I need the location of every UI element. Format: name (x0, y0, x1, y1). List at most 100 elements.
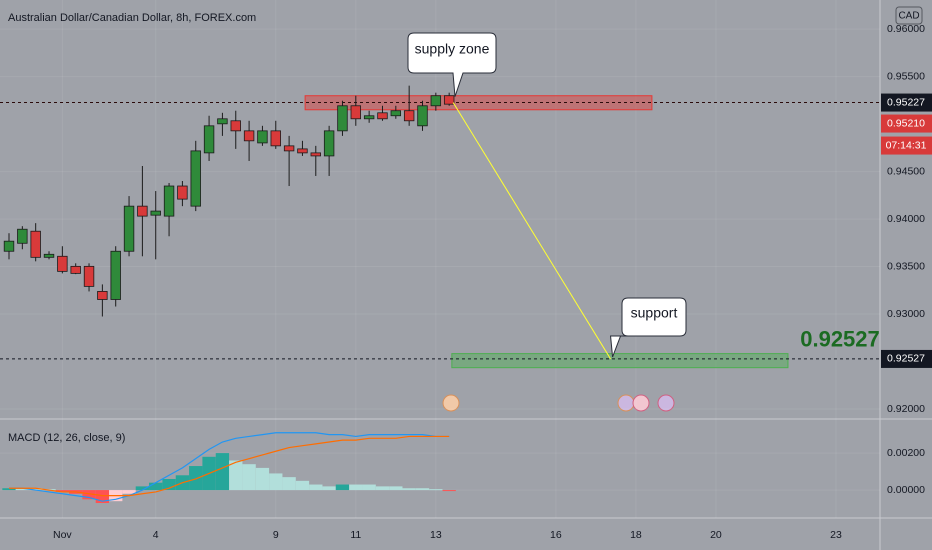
zone (304, 95, 653, 111)
y-tick-label: 0.94500 (887, 165, 925, 177)
histogram-bar (162, 478, 176, 491)
candle-body (217, 118, 228, 125)
histogram-bar (335, 484, 350, 491)
y-tick-label: 0.96000 (887, 23, 925, 35)
x-tick-label: 4 (153, 529, 159, 541)
histogram-bar (255, 467, 270, 491)
candle-body (350, 105, 362, 120)
candle-body (70, 265, 81, 274)
histogram-bar (15, 488, 30, 491)
event-icon[interactable] (442, 394, 460, 412)
zone (451, 353, 789, 369)
y-tick-label: 0.00000 (887, 484, 925, 496)
histogram-bar (269, 473, 283, 491)
x-tick-label: 23 (830, 529, 842, 541)
histogram-bar (309, 484, 323, 491)
candle-body (203, 125, 215, 154)
price-line-label-bg (881, 93, 932, 112)
histogram-bar (442, 490, 456, 492)
histogram-bar (122, 490, 136, 494)
histogram-bar (242, 464, 256, 491)
y-tick-label: 0.93000 (887, 308, 925, 320)
histogram-bar (415, 488, 430, 491)
candle-body (297, 148, 308, 154)
callout (610, 297, 687, 358)
candle-body (377, 112, 388, 120)
macd-line (9, 435, 450, 497)
event-icons (442, 394, 675, 412)
histogram-bar (29, 488, 43, 491)
x-tick-label: 9 (273, 529, 279, 541)
histogram-bar (322, 486, 336, 491)
candle-body (83, 265, 95, 287)
histogram-bar (402, 488, 416, 491)
candle-body (190, 150, 201, 207)
last-price-label-bg (881, 114, 932, 133)
candle-body (163, 185, 175, 217)
candle-body (30, 230, 41, 258)
candle-body (150, 210, 161, 216)
histogram-bar (282, 477, 296, 491)
candle-body (43, 253, 55, 258)
last-price-label: 0.95210 (887, 117, 925, 129)
candle-body (177, 185, 188, 200)
histogram-bar (362, 484, 376, 491)
histogram-bar (389, 486, 403, 491)
histogram-bar (215, 453, 230, 491)
macd-title: MACD (12, 26, close, 9) (8, 432, 125, 444)
support-label: 0.92527 (887, 353, 925, 365)
price-line-label: 0.95227 (887, 96, 925, 108)
event-icon[interactable] (632, 394, 650, 412)
arrow (452, 102, 611, 360)
y-tick-label: 0.92000 (887, 403, 925, 415)
candle-body (243, 130, 255, 142)
candle-body (430, 95, 442, 107)
histogram-bar (2, 488, 16, 491)
candle-body (17, 228, 28, 244)
x-tick-label: 11 (350, 529, 361, 541)
callout (407, 32, 497, 97)
candle-body (257, 130, 268, 144)
event-icon[interactable] (657, 394, 675, 412)
histogram-bar (55, 490, 70, 492)
candle-body (403, 110, 415, 122)
candle-body (57, 255, 68, 272)
support-value: 0.92527 (800, 327, 880, 352)
histogram-bar (82, 490, 96, 500)
histogram-bar (349, 484, 363, 491)
candle-body (123, 205, 135, 252)
currency-label[interactable]: CAD (898, 11, 919, 22)
currency-button[interactable] (895, 6, 923, 25)
countdown-label-bg (881, 136, 932, 155)
y-tick-label: 0.93500 (887, 260, 925, 272)
x-tick-label: 13 (430, 529, 442, 541)
candle-body (323, 130, 335, 157)
candle-body (97, 291, 108, 300)
candle-body (137, 205, 148, 217)
candle-body (3, 240, 15, 252)
histogram-bar (229, 460, 243, 491)
candle-body (110, 250, 121, 300)
y-tick-label: 0.95500 (887, 70, 925, 82)
candle-body (363, 115, 375, 120)
candle-body (390, 110, 402, 117)
y-tick-label: 0.00200 (887, 447, 925, 459)
histogram-bar (135, 486, 150, 491)
callout-text: supply zone (415, 41, 490, 57)
candle-body (230, 120, 241, 132)
candle-body (270, 130, 281, 147)
candle-body (337, 105, 348, 132)
histogram-bar (295, 480, 310, 491)
histogram-bar (149, 482, 163, 491)
support-label-bg (881, 349, 932, 368)
callout-text: support (631, 305, 678, 321)
candle-body (417, 105, 428, 127)
chart-title: Australian Dollar/Canadian Dollar, 8h, F… (8, 12, 256, 24)
x-tick-label: 18 (630, 529, 642, 541)
candle-body (443, 95, 455, 105)
y-tick-label: 0.94000 (887, 213, 925, 225)
macd-line (9, 432, 450, 502)
